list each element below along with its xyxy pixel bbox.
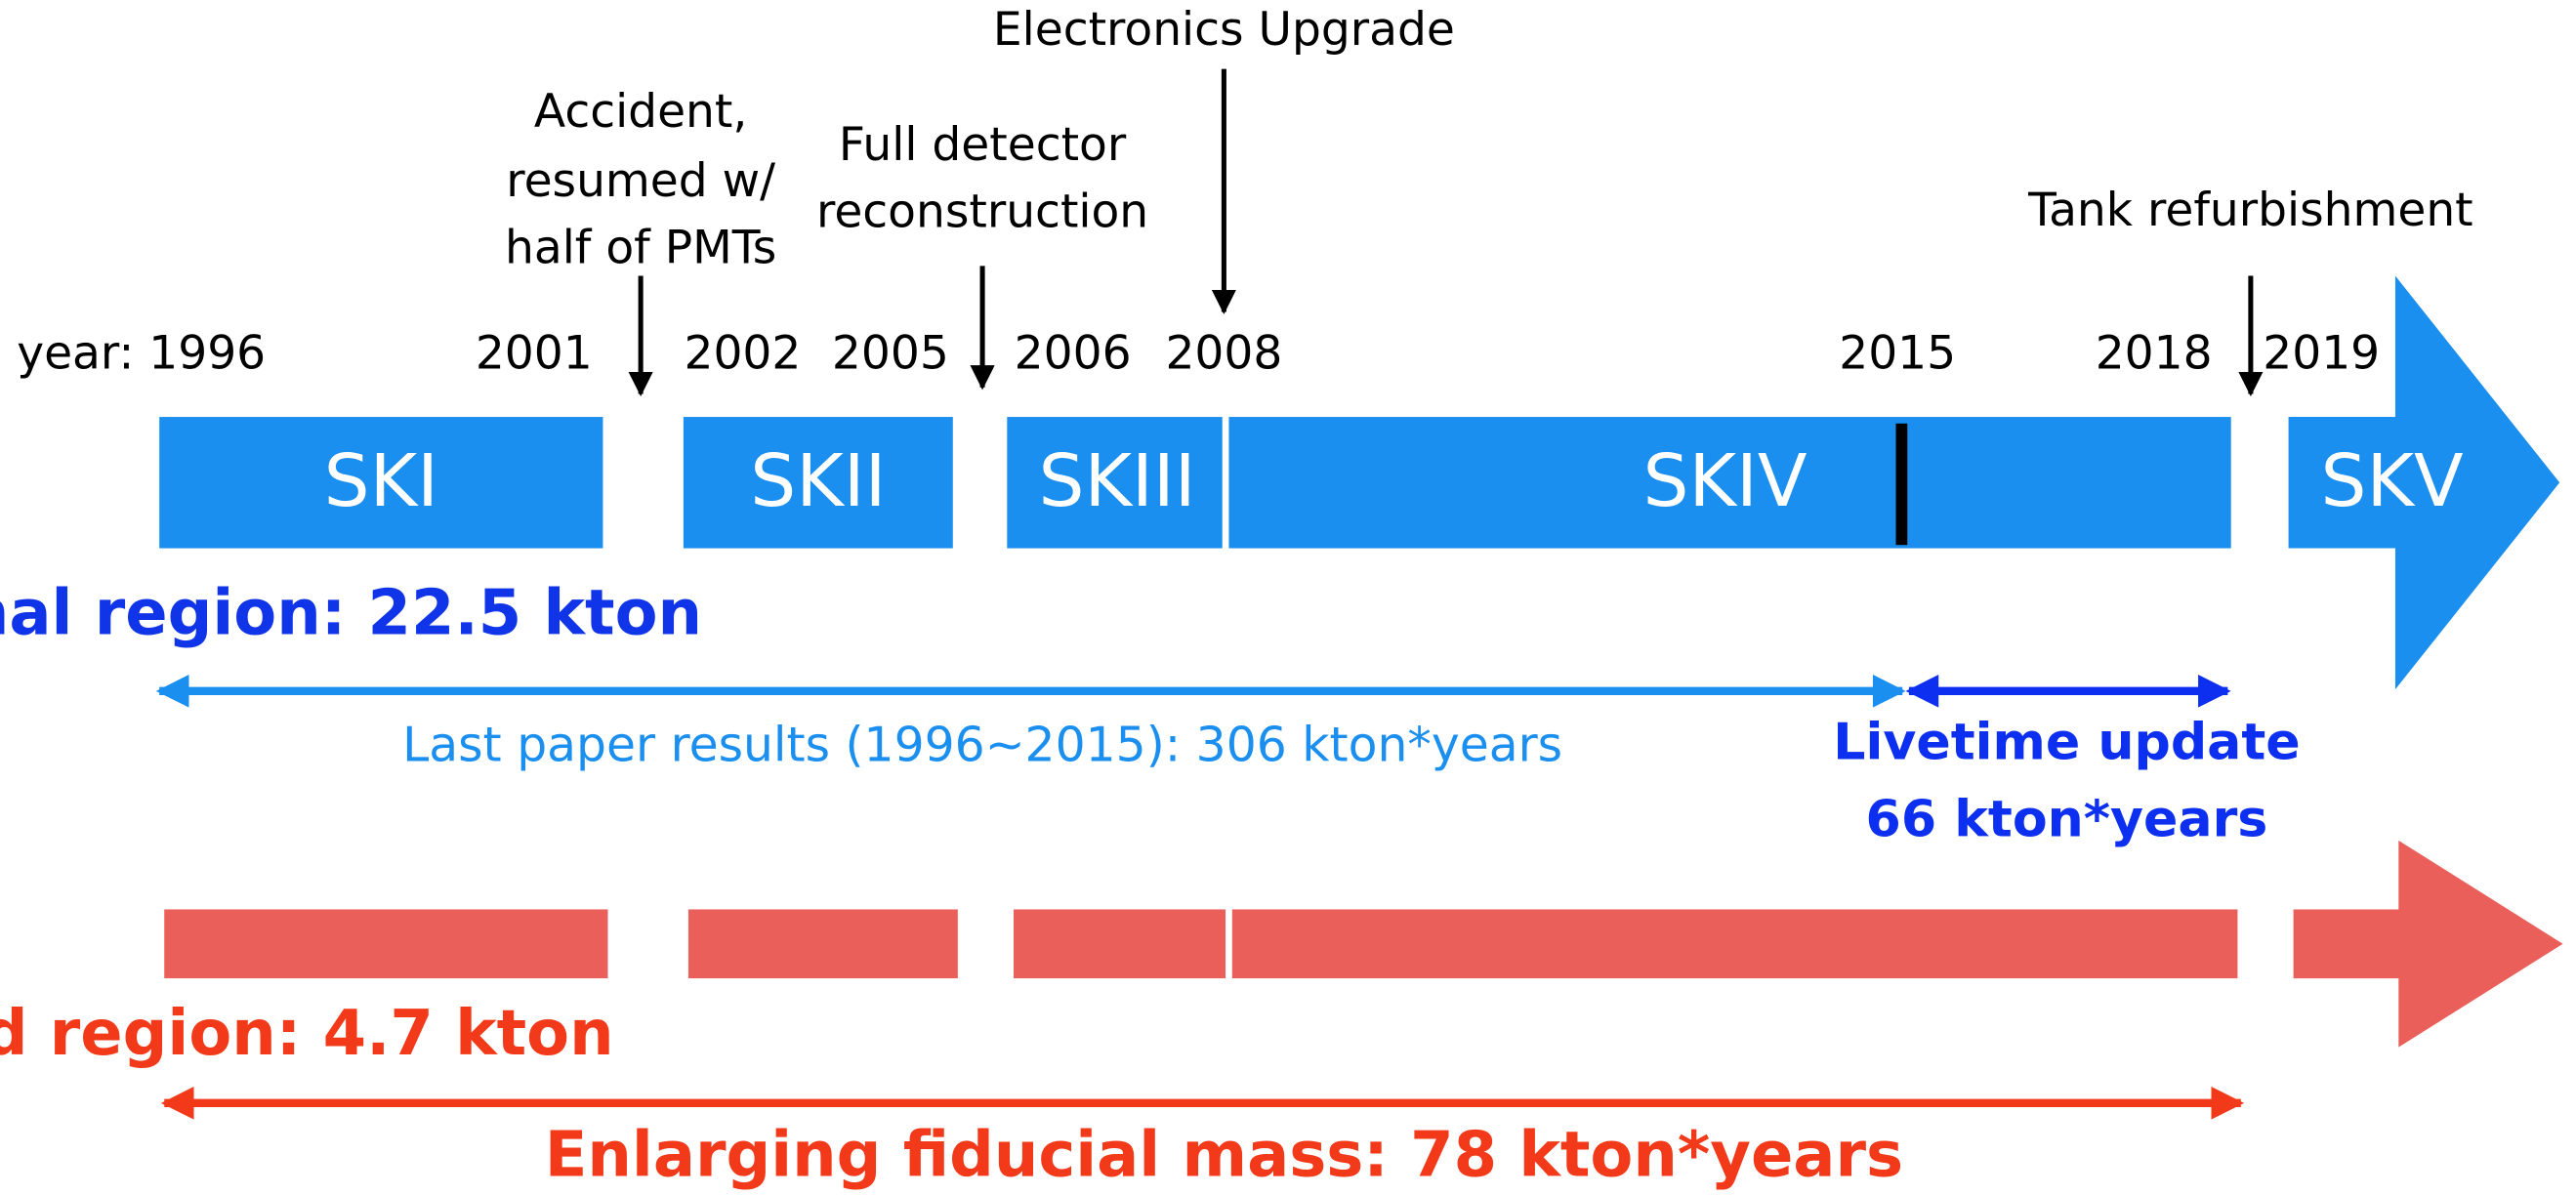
annotation: resumed w/ <box>506 154 775 208</box>
region-bar <box>1231 909 2238 979</box>
phase-label: SKII <box>750 439 886 523</box>
year-label: 2002 <box>685 326 802 380</box>
year-label: 2015 <box>1839 326 1956 380</box>
phase-label: SKI <box>324 439 438 523</box>
phase-label: SKIV <box>1643 439 1807 523</box>
annotation: reconstruction <box>816 185 1148 239</box>
region-bar <box>164 909 608 979</box>
year-label: 2005 <box>832 326 949 380</box>
divider <box>1895 423 1908 546</box>
phase-bar <box>159 417 603 549</box>
phase-label: SKIII <box>1039 439 1196 523</box>
annotation: Full detector <box>839 118 1127 172</box>
annotation: half of PMTs <box>505 222 776 275</box>
year-label: 2019 <box>2263 326 2380 380</box>
annotation: Accident, <box>534 85 747 139</box>
phase-arrow <box>2288 275 2560 690</box>
year-label: year: 1996 <box>17 326 266 380</box>
result-label: Last paper results (1996~2015): 306 kton… <box>402 718 1562 773</box>
annotation: Tank refurbishment <box>2027 184 2473 237</box>
phase-label: SKV <box>2320 439 2464 523</box>
year-label: 2008 <box>1165 326 1282 380</box>
phase-bar <box>1007 417 1223 549</box>
year-label: 2006 <box>1015 326 1132 380</box>
region-arrow <box>2293 840 2563 1048</box>
year-label: 2018 <box>2096 326 2213 380</box>
update-label: Livetime update <box>1833 713 2300 771</box>
region-title: Conventional region: 22.5 kton <box>0 578 702 650</box>
region-title: Enlarged region: 4.7 kton <box>0 998 614 1070</box>
phase-bar <box>1228 417 2231 549</box>
annotation: Electronics Upgrade <box>993 3 1455 57</box>
year-label: 2001 <box>476 326 593 380</box>
region-bar <box>1014 909 1226 979</box>
phase-bar <box>683 417 953 549</box>
region-bar <box>687 909 958 979</box>
update-label: 66 kton*years <box>1866 790 2268 848</box>
total-label: Enlarging fiducial mass: 78 kton*years <box>545 1120 1903 1192</box>
